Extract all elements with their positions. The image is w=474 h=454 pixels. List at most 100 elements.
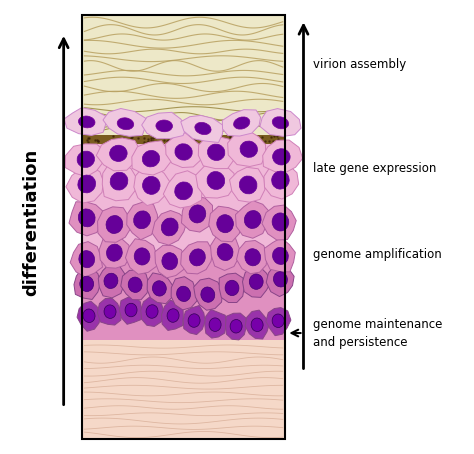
Ellipse shape — [83, 309, 95, 322]
Polygon shape — [194, 278, 223, 310]
Ellipse shape — [142, 150, 160, 167]
Ellipse shape — [146, 305, 158, 318]
Polygon shape — [263, 140, 303, 172]
Polygon shape — [164, 171, 202, 208]
Text: genome amplification: genome amplification — [313, 247, 441, 261]
Polygon shape — [132, 141, 172, 175]
Ellipse shape — [77, 151, 94, 168]
Polygon shape — [121, 270, 149, 300]
Polygon shape — [147, 273, 173, 304]
Text: differentiation: differentiation — [22, 149, 40, 296]
Ellipse shape — [143, 176, 160, 194]
Ellipse shape — [225, 280, 239, 296]
Ellipse shape — [128, 277, 142, 292]
Ellipse shape — [195, 123, 211, 134]
Ellipse shape — [177, 286, 191, 301]
Bar — [82, 15, 285, 135]
Polygon shape — [103, 109, 146, 136]
Ellipse shape — [234, 117, 250, 129]
Polygon shape — [209, 206, 241, 242]
Bar — [82, 259, 285, 340]
Ellipse shape — [217, 243, 233, 261]
Ellipse shape — [272, 117, 289, 129]
Text: virion assembly: virion assembly — [313, 58, 406, 71]
Bar — [82, 135, 285, 143]
Polygon shape — [237, 241, 267, 274]
Ellipse shape — [240, 141, 257, 158]
Ellipse shape — [78, 209, 95, 227]
Ellipse shape — [156, 120, 173, 132]
Polygon shape — [65, 144, 105, 177]
Polygon shape — [64, 108, 106, 135]
Ellipse shape — [104, 273, 118, 289]
Ellipse shape — [273, 149, 290, 165]
Polygon shape — [77, 301, 100, 331]
Polygon shape — [181, 242, 213, 274]
Ellipse shape — [161, 218, 178, 236]
Polygon shape — [245, 310, 270, 339]
Text: late gene expression: late gene expression — [313, 162, 436, 175]
Ellipse shape — [245, 211, 261, 228]
Ellipse shape — [273, 247, 288, 264]
Ellipse shape — [245, 249, 261, 266]
Polygon shape — [98, 298, 121, 325]
Polygon shape — [162, 300, 183, 331]
Polygon shape — [98, 207, 131, 242]
Ellipse shape — [209, 318, 221, 331]
Ellipse shape — [107, 244, 122, 261]
Bar — [82, 15, 285, 439]
Ellipse shape — [134, 248, 150, 265]
Polygon shape — [222, 110, 261, 136]
Ellipse shape — [134, 211, 150, 229]
Polygon shape — [152, 211, 187, 245]
Ellipse shape — [251, 318, 263, 331]
Bar — [82, 141, 285, 259]
Ellipse shape — [272, 314, 284, 327]
Ellipse shape — [167, 309, 179, 322]
Ellipse shape — [188, 314, 200, 327]
Ellipse shape — [109, 145, 127, 162]
Polygon shape — [98, 264, 125, 298]
Polygon shape — [266, 262, 294, 296]
Polygon shape — [102, 163, 137, 201]
Ellipse shape — [207, 172, 225, 189]
Polygon shape — [155, 245, 187, 278]
Polygon shape — [260, 109, 301, 136]
Polygon shape — [182, 196, 213, 232]
Polygon shape — [127, 202, 157, 240]
Polygon shape — [210, 233, 239, 271]
Polygon shape — [226, 313, 246, 340]
Ellipse shape — [217, 215, 233, 233]
Polygon shape — [165, 133, 204, 168]
Polygon shape — [243, 266, 271, 297]
Polygon shape — [228, 130, 266, 167]
Polygon shape — [196, 161, 235, 198]
Polygon shape — [262, 205, 296, 240]
Ellipse shape — [273, 271, 287, 287]
Polygon shape — [219, 273, 244, 302]
Polygon shape — [96, 138, 140, 171]
Ellipse shape — [79, 116, 95, 128]
Ellipse shape — [80, 276, 94, 291]
Ellipse shape — [78, 175, 96, 193]
Polygon shape — [134, 166, 171, 206]
Ellipse shape — [125, 303, 137, 317]
Text: genome maintenance: genome maintenance — [313, 317, 442, 331]
Ellipse shape — [110, 172, 128, 190]
Ellipse shape — [189, 205, 206, 223]
Polygon shape — [183, 306, 205, 335]
Polygon shape — [70, 242, 102, 277]
Polygon shape — [141, 297, 164, 326]
Ellipse shape — [239, 176, 257, 194]
Ellipse shape — [249, 274, 263, 289]
Polygon shape — [264, 163, 299, 199]
Polygon shape — [229, 167, 265, 202]
Text: and persistence: and persistence — [313, 336, 407, 349]
Bar — [82, 340, 285, 439]
Polygon shape — [69, 202, 104, 236]
Polygon shape — [205, 310, 226, 338]
Ellipse shape — [190, 249, 205, 266]
Ellipse shape — [162, 252, 178, 270]
Ellipse shape — [106, 216, 123, 233]
Polygon shape — [66, 166, 103, 203]
